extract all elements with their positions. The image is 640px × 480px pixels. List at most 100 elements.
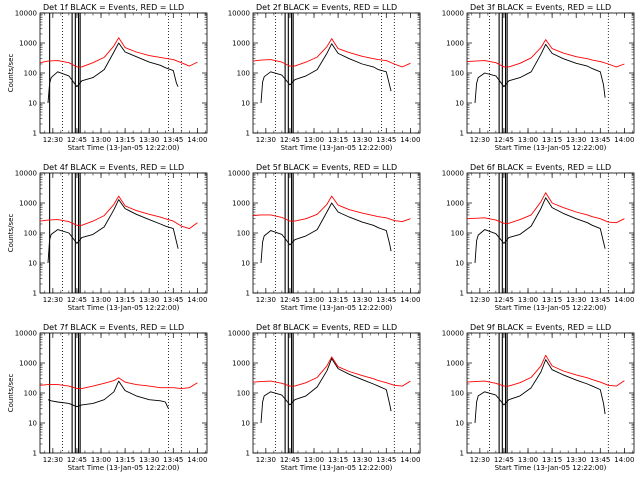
x-tick-label: 13:00 <box>518 296 538 304</box>
x-axis-label: Start Time (13-Jan-05 12:22:00) <box>68 144 180 152</box>
x-tick-label: 13:00 <box>304 296 324 304</box>
series-events-line <box>47 380 169 409</box>
y-tick-label: 10 <box>455 420 464 428</box>
x-tick-label: 13:15 <box>542 136 562 144</box>
y-tick-label: 100 <box>237 390 250 398</box>
y-tick-label: 1000 <box>446 360 464 368</box>
x-tick-label: 14:00 <box>400 296 420 304</box>
y-tick-label: 1000 <box>446 40 464 48</box>
x-tick-label: 14:00 <box>614 296 634 304</box>
y-tick-label: 10 <box>241 100 250 108</box>
x-tick-label: 12:30 <box>256 136 276 144</box>
series-lld-line <box>466 192 625 224</box>
y-axis-label: Counts/sec <box>7 374 15 413</box>
panel-7: Det 7f BLACK = Events, RED = LLD 1 10 100 10… <box>7 323 207 472</box>
y-tick-label: 10000 <box>15 330 37 338</box>
panel-8: Det 8f BLACK = Events, RED = LLD 1 10 100 10… <box>228 323 421 472</box>
x-tick-label: 13:15 <box>328 456 348 464</box>
series-lld-line <box>252 356 411 387</box>
y-tick-label: 100 <box>24 390 37 398</box>
panel-title: Det 9f BLACK = Events, RED = LLD <box>470 323 611 332</box>
y-tick-label: 10000 <box>228 170 250 178</box>
x-axis-label: Start Time (13-Jan-05 12:22:00) <box>281 144 393 152</box>
y-tick-label: 10 <box>28 420 37 428</box>
y-tick-label: 100 <box>24 230 37 238</box>
panel-title: Det 2f BLACK = Events, RED = LLD <box>256 3 397 12</box>
x-axis-label: Start Time (13-Jan-05 12:22:00) <box>281 304 393 312</box>
y-tick-label: 10000 <box>442 170 464 178</box>
x-tick-label: 13:15 <box>542 296 562 304</box>
y-tick-label: 100 <box>451 70 464 78</box>
x-tick-label: 13:30 <box>139 136 159 144</box>
x-tick-label: 13:30 <box>139 296 159 304</box>
x-tick-label: 12:45 <box>494 456 514 464</box>
plot-frame <box>466 12 635 134</box>
series-lld-line <box>466 354 625 387</box>
x-axis-label: Start Time (13-Jan-05 12:22:00) <box>68 304 180 312</box>
x-tick-label: 12:30 <box>470 456 490 464</box>
panel-title: Det 5f BLACK = Events, RED = LLD <box>256 163 397 172</box>
x-tick-label: 12:30 <box>256 456 276 464</box>
x-tick-label: 14:00 <box>187 456 207 464</box>
plot-frame <box>466 332 635 454</box>
series-events-line <box>47 199 179 264</box>
series-events-line <box>474 197 606 264</box>
x-tick-label: 13:45 <box>163 136 183 144</box>
y-tick-label: 10000 <box>442 10 464 18</box>
x-tick-label: 13:15 <box>542 456 562 464</box>
x-axis-label: Start Time (13-Jan-05 12:22:00) <box>68 464 180 472</box>
x-tick-label: 12:45 <box>67 136 87 144</box>
y-tick-label: 1 <box>246 130 250 138</box>
x-tick-label: 13:00 <box>91 136 111 144</box>
y-tick-label: 10 <box>28 100 37 108</box>
x-tick-label: 14:00 <box>400 456 420 464</box>
x-tick-label: 13:30 <box>566 296 586 304</box>
x-tick-label: 12:45 <box>494 136 514 144</box>
x-tick-label: 13:00 <box>304 136 324 144</box>
plot-frame <box>466 172 635 294</box>
plot-frame <box>39 12 208 134</box>
series-events-line <box>474 43 606 104</box>
y-tick-label: 1000 <box>446 200 464 208</box>
x-tick-label: 13:00 <box>304 456 324 464</box>
x-tick-label: 13:30 <box>566 456 586 464</box>
x-axis-label: Start Time (13-Jan-05 12:22:00) <box>281 464 393 472</box>
x-tick-label: 13:45 <box>163 296 183 304</box>
x-tick-label: 13:45 <box>590 136 610 144</box>
y-tick-label: 1 <box>460 130 464 138</box>
y-tick-label: 1 <box>33 290 37 298</box>
plot-frame <box>252 332 421 454</box>
panel-9: Det 9f BLACK = Events, RED = LLD 1 10 100 10… <box>442 323 635 472</box>
y-tick-label: 1 <box>460 290 464 298</box>
x-tick-label: 13:30 <box>352 296 372 304</box>
x-tick-label: 14:00 <box>187 136 207 144</box>
x-tick-label: 13:00 <box>91 296 111 304</box>
x-tick-label: 13:30 <box>566 136 586 144</box>
panel-3: Det 3f BLACK = Events, RED = LLD 1 10 100 10… <box>442 3 635 152</box>
series-lld-line <box>39 195 198 230</box>
x-axis-label: Start Time (13-Jan-05 12:22:00) <box>495 144 607 152</box>
x-tick-label: 13:45 <box>376 136 396 144</box>
x-tick-label: 13:45 <box>376 296 396 304</box>
y-tick-label: 1 <box>246 290 250 298</box>
x-tick-label: 13:15 <box>328 296 348 304</box>
x-tick-label: 13:00 <box>91 456 111 464</box>
y-tick-label: 1 <box>33 130 37 138</box>
x-tick-label: 12:45 <box>494 296 514 304</box>
y-tick-label: 10000 <box>15 170 37 178</box>
x-tick-label: 12:30 <box>470 136 490 144</box>
x-tick-label: 12:45 <box>280 136 300 144</box>
x-axis-label: Start Time (13-Jan-05 12:22:00) <box>495 464 607 472</box>
x-tick-label: 12:30 <box>43 136 63 144</box>
panel-1: Det 1f BLACK = Events, RED = LLD 1 10 100 10… <box>7 3 207 152</box>
y-tick-label: 10 <box>241 420 250 428</box>
plot-frame <box>39 172 208 294</box>
series-events-line <box>260 358 392 424</box>
series-events-line <box>260 43 392 104</box>
panel-2: Det 2f BLACK = Events, RED = LLD 1 10 100 10… <box>228 3 421 152</box>
x-tick-label: 13:45 <box>590 456 610 464</box>
x-tick-label: 13:15 <box>115 296 135 304</box>
series-lld-line <box>39 377 198 390</box>
series-lld-line <box>252 195 411 223</box>
